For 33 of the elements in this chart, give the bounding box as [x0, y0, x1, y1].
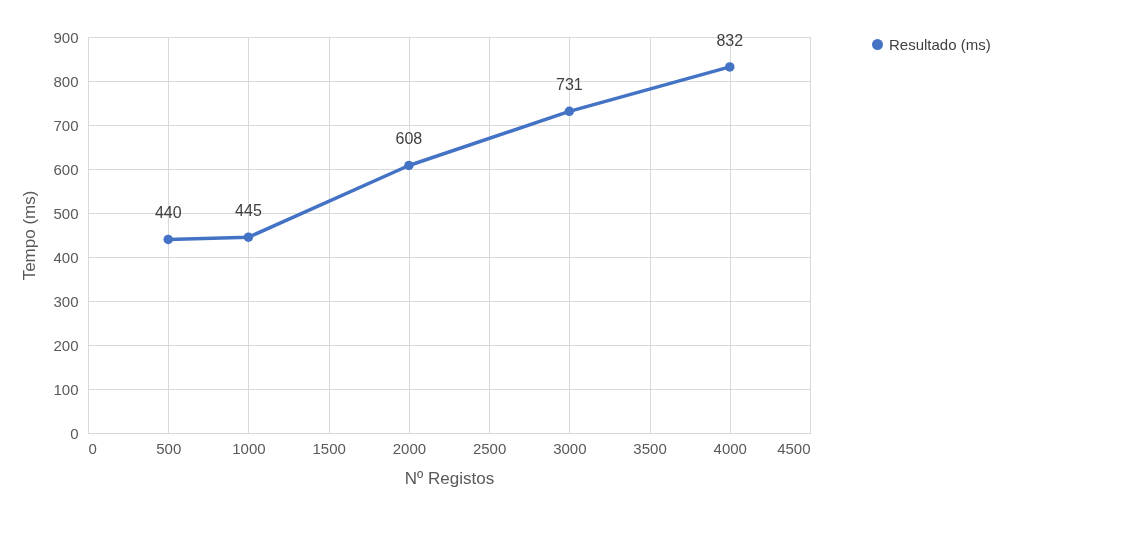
x-tick-label: 3000 — [553, 439, 587, 457]
y-tick-label: 0 — [70, 424, 79, 442]
y-tick-label: 600 — [53, 160, 79, 178]
x-tick-label: 3500 — [633, 439, 667, 457]
data-label: 445 — [235, 202, 262, 220]
y-tick-label: 800 — [53, 72, 79, 90]
x-tick-label: 4000 — [713, 439, 747, 457]
y-tick-label: 200 — [53, 336, 79, 354]
point — [404, 160, 414, 171]
point — [243, 232, 254, 242]
x-tick-label: 4500 — [777, 439, 811, 457]
point — [163, 234, 173, 245]
point — [564, 106, 575, 117]
x-tick-label: 1000 — [232, 439, 266, 457]
data-label: 832 — [716, 31, 744, 49]
y-tick-label: 400 — [53, 248, 79, 266]
y-tick-label: 700 — [53, 116, 79, 134]
x-tick-label: 500 — [156, 439, 182, 457]
y-tick-label: 300 — [53, 292, 79, 310]
x-tick-label: 2000 — [392, 439, 427, 457]
legend-label: Resultado (ms) — [889, 35, 991, 53]
data-label: 608 — [395, 130, 423, 148]
x-tick-label: 1500 — [312, 439, 346, 457]
x-tick-label: 0 — [88, 439, 97, 457]
x-tick-label: 2500 — [472, 439, 507, 457]
y-axis-title: Tempo (ms) — [20, 190, 40, 281]
y-tick-label: 100 — [53, 380, 79, 398]
point — [725, 62, 735, 72]
y-tick-label: 500 — [53, 204, 79, 222]
data-label: 731 — [555, 76, 583, 94]
x-axis-title: Nº Registos — [404, 468, 495, 488]
data-label: 440 — [154, 204, 182, 222]
y-tick-label: 900 — [53, 28, 79, 46]
